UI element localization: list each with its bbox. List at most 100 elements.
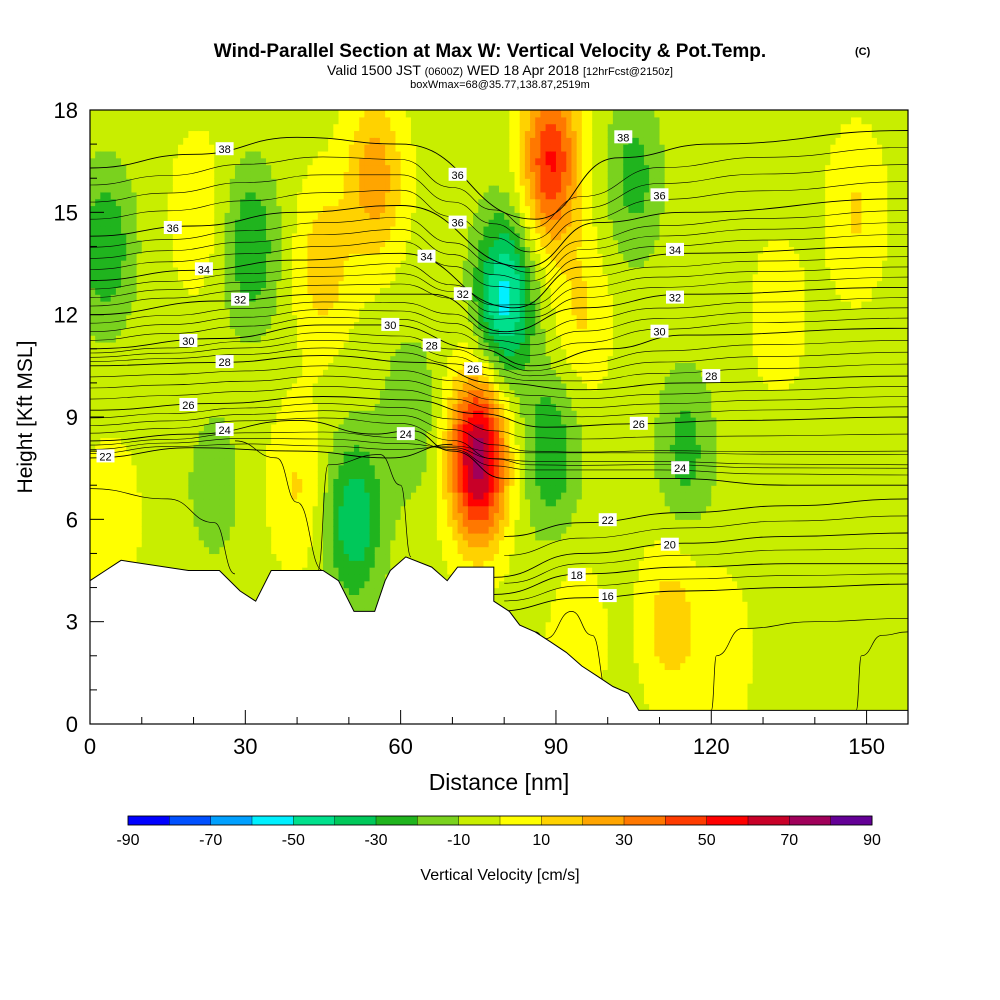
velocity-cell — [255, 301, 262, 309]
velocity-cell — [90, 382, 96, 391]
velocity-cell — [276, 335, 283, 343]
velocity-cell — [354, 539, 360, 548]
velocity-cell — [317, 266, 324, 275]
velocity-cell — [167, 362, 174, 370]
velocity-cell — [317, 123, 324, 132]
velocity-cell — [343, 539, 350, 548]
velocity-cell — [317, 287, 324, 295]
velocity-cell — [183, 485, 189, 493]
velocity-cell — [271, 273, 277, 282]
velocity-cell — [188, 553, 195, 561]
velocity-cell — [338, 150, 345, 159]
velocity-cell — [229, 560, 236, 568]
velocity-cell — [240, 130, 246, 138]
velocity-cell — [121, 376, 127, 384]
velocity-cell — [141, 205, 148, 213]
velocity-cell — [348, 123, 355, 132]
velocity-cell — [95, 246, 101, 254]
velocity-cell — [364, 328, 371, 336]
velocity-cell — [131, 369, 138, 377]
velocity-cell — [266, 444, 272, 452]
velocity-cell — [354, 532, 360, 541]
velocity-cell — [302, 219, 309, 227]
velocity-cell — [188, 144, 195, 152]
velocity-cell — [250, 185, 257, 193]
velocity-cell — [126, 423, 133, 432]
velocity-cell — [100, 423, 107, 432]
velocity-cell — [250, 110, 257, 118]
velocity-cell — [333, 110, 340, 118]
velocity-cell — [157, 553, 164, 561]
velocity-cell — [131, 553, 138, 561]
velocity-cell — [146, 444, 153, 452]
velocity-cell — [146, 423, 153, 432]
velocity-cell — [333, 239, 340, 248]
velocity-cell — [354, 457, 360, 466]
velocity-cell — [183, 328, 189, 336]
velocity-cell — [219, 464, 226, 473]
velocity-cell — [100, 410, 107, 418]
velocity-cell — [302, 164, 309, 172]
velocity-cell — [312, 212, 319, 220]
velocity-cell — [302, 376, 309, 384]
velocity-cell — [255, 232, 262, 241]
velocity-cell — [152, 341, 158, 350]
velocity-cell — [157, 225, 164, 234]
velocity-cell — [146, 232, 153, 241]
velocity-cell — [312, 478, 319, 486]
velocity-cell — [234, 389, 241, 398]
velocity-cell — [105, 116, 112, 125]
velocity-cell — [188, 178, 195, 186]
velocity-cell — [312, 123, 319, 132]
velocity-cell — [95, 280, 101, 288]
velocity-cell — [359, 205, 365, 213]
velocity-cell — [121, 110, 127, 118]
velocity-cell — [322, 171, 329, 179]
velocity-cell — [286, 539, 293, 548]
velocity-cell — [281, 110, 288, 118]
velocity-cell — [234, 519, 241, 527]
velocity-cell — [178, 437, 184, 445]
velocity-cell — [157, 307, 164, 316]
velocity-cell — [240, 178, 246, 186]
velocity-cell — [328, 430, 334, 439]
velocity-cell — [105, 130, 112, 138]
velocity-cell — [172, 178, 179, 186]
velocity-cell — [157, 389, 164, 398]
velocity-cell — [286, 260, 293, 268]
velocity-cell — [317, 376, 324, 384]
velocity-cell — [297, 130, 303, 138]
velocity-cell — [302, 341, 309, 350]
velocity-cell — [162, 341, 169, 350]
velocity-cell — [193, 321, 200, 329]
velocity-cell — [229, 512, 236, 520]
velocity-cell — [188, 417, 195, 425]
velocity-cell — [136, 273, 143, 282]
velocity-cell — [214, 532, 221, 541]
velocity-cell — [95, 137, 101, 145]
velocity-cell — [260, 519, 267, 527]
velocity-cell — [333, 560, 340, 568]
velocity-cell — [343, 389, 350, 398]
velocity-cell — [281, 505, 288, 514]
velocity-cell — [229, 273, 236, 282]
velocity-cell — [105, 362, 112, 370]
velocity-cell — [141, 246, 148, 254]
velocity-cell — [141, 314, 148, 323]
velocity-cell — [322, 567, 329, 575]
velocity-cell — [359, 376, 365, 384]
velocity-cell — [276, 164, 283, 172]
velocity-cell — [136, 144, 143, 152]
velocity-cell — [343, 553, 350, 561]
velocity-cell — [255, 457, 262, 466]
velocity-cell — [162, 369, 169, 377]
velocity-cell — [333, 553, 340, 561]
velocity-cell — [234, 348, 241, 357]
velocity-cell — [100, 403, 107, 411]
velocity-cell — [276, 205, 283, 213]
velocity-cell — [105, 403, 112, 411]
velocity-cell — [193, 287, 200, 295]
velocity-cell — [333, 273, 340, 282]
velocity-cell — [328, 355, 334, 364]
velocity-cell — [281, 294, 288, 302]
